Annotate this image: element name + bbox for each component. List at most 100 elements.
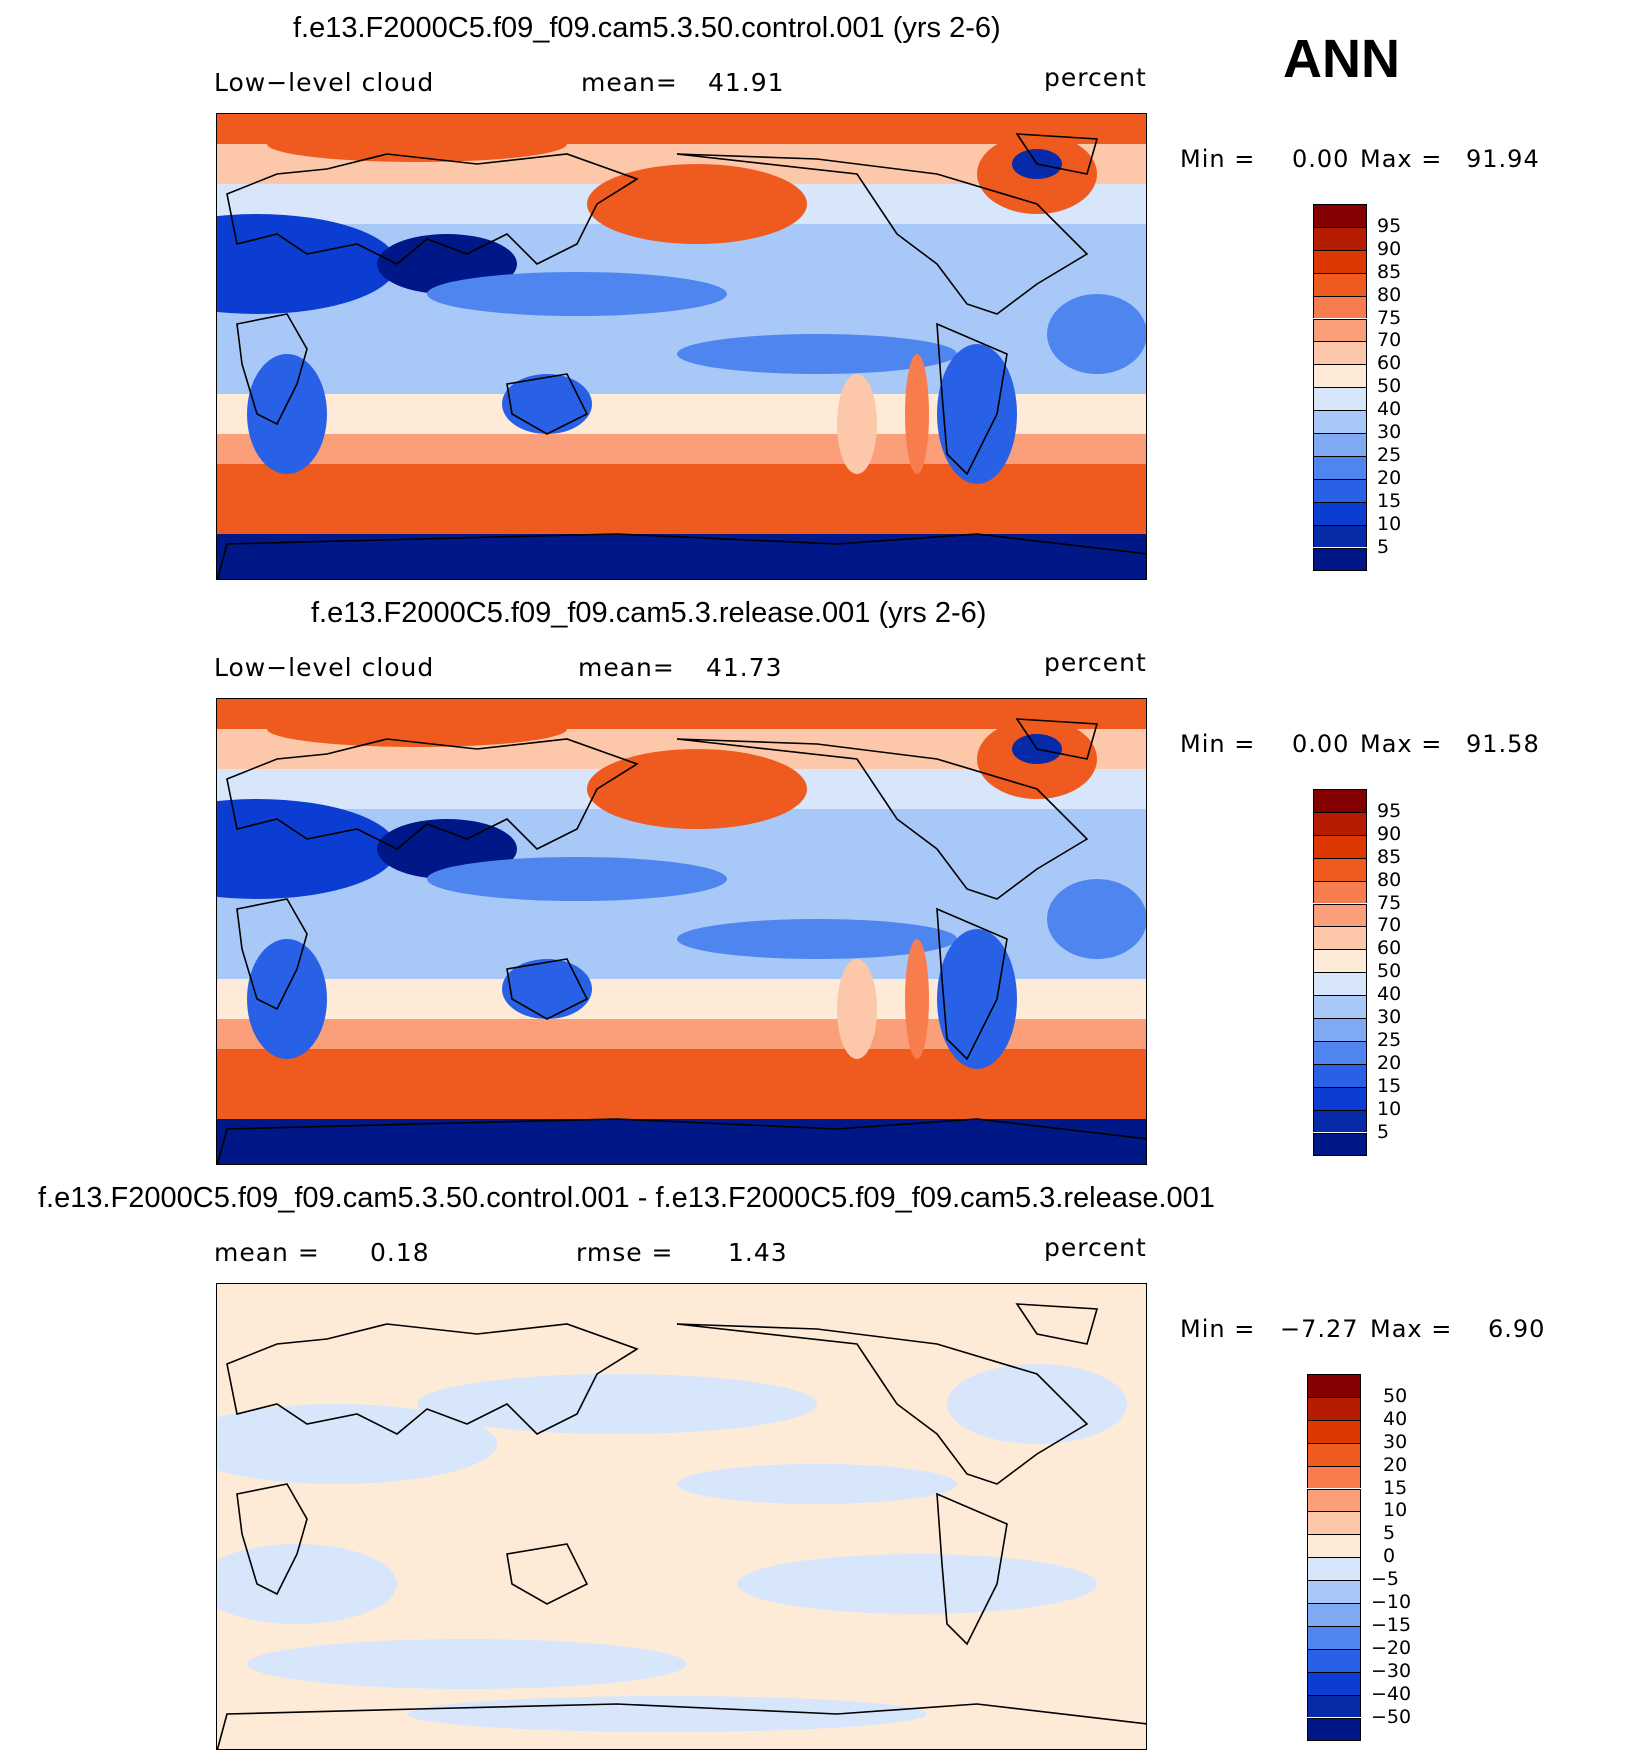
colorbar-tick-label: 15 (1383, 1476, 1408, 1499)
colorbar-tick-label: −5 (1371, 1568, 1400, 1591)
colorbar-tick-label: 10 (1377, 1097, 1402, 1120)
colorbar-swatch (1307, 1511, 1361, 1535)
field-region (247, 939, 327, 1059)
coastline (506, 373, 589, 435)
panel-1-variable-label: Low−level cloud (214, 68, 435, 97)
field-region (677, 334, 957, 374)
colorbar-tick-label: 20 (1383, 1453, 1408, 1476)
panel-2-variable-label: Low−level cloud (214, 653, 435, 682)
colorbar-tick-label: 85 (1377, 845, 1402, 868)
field-region (587, 164, 807, 244)
field-region (837, 959, 877, 1059)
field-region (407, 1696, 927, 1732)
field-region (905, 939, 929, 1059)
colorbar-swatch (1313, 410, 1367, 433)
panel-3-mean-label: mean = (214, 1238, 320, 1267)
coastline (676, 738, 1089, 900)
colorbar-swatch (1313, 857, 1367, 881)
colorbar-tick-label: 40 (1377, 398, 1402, 421)
colorbar-tick-label: −20 (1371, 1636, 1412, 1659)
coastline (1015, 1303, 1099, 1345)
colorbar-tick-label: 75 (1377, 306, 1402, 329)
colorbar-swatch (1307, 1625, 1361, 1649)
coastline (226, 1323, 639, 1435)
panel-3-rmse-label: rmse = (576, 1238, 674, 1267)
colorbar-tick-label: 40 (1383, 1407, 1408, 1430)
coastline (217, 1118, 1146, 1164)
field-region (937, 344, 1017, 484)
colorbar-swatch (1313, 926, 1367, 950)
colorbar-swatch (1307, 1419, 1361, 1443)
colorbar-tick-label: 15 (1377, 1074, 1402, 1097)
colorbar-swatch (1313, 501, 1367, 525)
field-region (1047, 879, 1146, 959)
colorbar-swatch (1307, 1534, 1361, 1558)
colorbar-swatch (1307, 1396, 1361, 1420)
panel-2-max-value: 91.58 (1466, 730, 1540, 758)
colorbar-swatch (1307, 1717, 1361, 1742)
colorbar-swatch (1313, 364, 1367, 388)
colorbar-tick-label: 20 (1377, 1051, 1402, 1074)
field-region (217, 799, 397, 899)
colorbar-swatch (1307, 1465, 1361, 1489)
colorbar-tick-label: 30 (1383, 1430, 1408, 1453)
colorbar-swatch (1313, 903, 1367, 927)
coastline (1015, 718, 1099, 760)
panel-3-title: f.e13.F2000C5.f09_f09.cam5.3.50.control.… (38, 1182, 1215, 1214)
panel-3-max-value: 6.90 (1488, 1315, 1546, 1343)
colorbar-swatch (1313, 880, 1367, 904)
colorbar-tick-label: 95 (1377, 214, 1402, 237)
colorbar-tick-label: 60 (1377, 352, 1402, 375)
colorbar-swatch (1307, 1442, 1361, 1466)
colorbar-tick-label: 5 (1377, 535, 1390, 558)
colorbar-tick-label: 25 (1377, 443, 1402, 466)
panel-3-max-label: Max = (1370, 1315, 1453, 1343)
panel-3-min-value: −7.27 (1280, 1315, 1359, 1343)
colorbar-swatch (1307, 1671, 1361, 1695)
coastline (676, 1323, 1089, 1485)
colorbar-swatch (1313, 433, 1367, 456)
colorbar-tick-label: −40 (1371, 1682, 1412, 1705)
panel-3-units: percent (1044, 1233, 1147, 1262)
colorbar-tick-label: 50 (1377, 960, 1402, 983)
panel-3-min-label: Min = (1180, 1315, 1256, 1343)
colorbar-swatch (1313, 478, 1367, 502)
panel-3-map (216, 1283, 1147, 1750)
colorbar-tick-label: −50 (1371, 1705, 1412, 1728)
coastline (226, 153, 639, 265)
colorbar-swatch (1313, 1132, 1367, 1157)
panel-3-map-svg (217, 1284, 1146, 1749)
colorbar-tick-label: 90 (1377, 822, 1402, 845)
colorbar-swatch (1307, 1694, 1361, 1718)
colorbar-swatch (1313, 1109, 1367, 1133)
colorbar-tick-label: −30 (1371, 1659, 1412, 1682)
colorbar-tick-label: 15 (1377, 489, 1402, 512)
field-region (677, 919, 957, 959)
colorbar-swatch (1313, 455, 1367, 479)
colorbar-swatch (1313, 972, 1367, 996)
panel-2-min-label: Min = (1180, 730, 1256, 758)
coastline (676, 153, 1089, 315)
field-region (247, 1639, 687, 1689)
colorbar-tick-label: 60 (1377, 937, 1402, 960)
panel-1-mean-label: mean= (581, 68, 678, 97)
field-region (677, 1464, 957, 1504)
colorbar-swatch (1307, 1648, 1361, 1672)
season-label: ANN (1283, 29, 1400, 89)
panel-1-mean-value: 41.91 (708, 68, 785, 97)
field-region (267, 711, 567, 747)
coastline (1015, 133, 1099, 175)
colorbar-tick-label: 10 (1383, 1499, 1408, 1522)
panel-2-mean-label: mean= (578, 653, 675, 682)
colorbar-tick-label: 5 (1383, 1522, 1396, 1545)
field-region (427, 272, 727, 316)
colorbar-swatch (1307, 1603, 1361, 1626)
colorbar-swatch (1313, 341, 1367, 365)
colorbar-swatch (1313, 524, 1367, 548)
colorbar-tick-label: 20 (1377, 466, 1402, 489)
field-region (267, 126, 567, 162)
colorbar-tick-label: 85 (1377, 260, 1402, 283)
colorbar-swatch (1307, 1580, 1361, 1603)
field-region (587, 749, 807, 829)
colorbar-swatch (1313, 789, 1367, 812)
